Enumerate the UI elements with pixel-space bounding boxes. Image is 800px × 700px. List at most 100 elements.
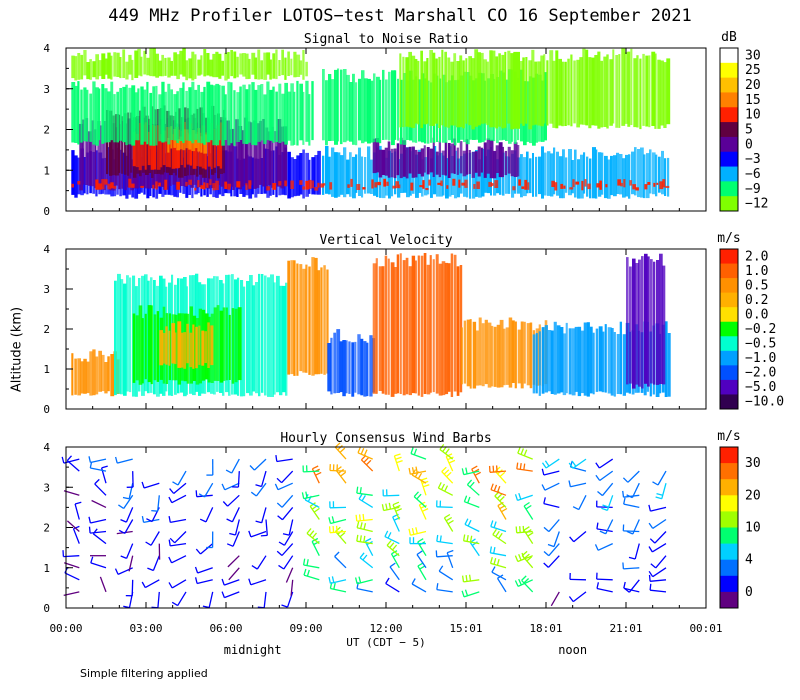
wind-barb <box>63 490 80 496</box>
data-column <box>290 83 294 146</box>
data-column <box>302 91 305 145</box>
data-column <box>468 56 472 126</box>
data-column <box>135 134 140 168</box>
y-tick-label: 4 <box>43 42 50 55</box>
data-column <box>594 55 598 126</box>
wind-barb-flag <box>410 447 414 454</box>
wind-barb-flag <box>337 445 343 451</box>
wind-barb <box>436 506 453 509</box>
data-column <box>601 152 604 195</box>
wind-barb-flag <box>422 508 429 512</box>
data-column <box>508 156 511 194</box>
wind-barb <box>627 470 640 483</box>
data-column <box>317 182 320 188</box>
data-column <box>601 331 605 393</box>
wind-barb-flag <box>411 527 415 535</box>
colorbar-label: 30 <box>745 456 761 471</box>
wind-barb-flag <box>466 534 469 542</box>
data-column <box>575 181 580 185</box>
heatmap-layer <box>71 48 671 199</box>
data-column <box>245 53 249 80</box>
wind-barb <box>208 591 214 608</box>
wind-barb-flag <box>226 518 233 523</box>
data-column <box>206 53 210 76</box>
wind-barb-flag <box>278 541 285 546</box>
data-column <box>438 140 441 178</box>
wind-barb <box>356 579 373 585</box>
data-column <box>132 131 136 167</box>
data-column <box>149 48 153 77</box>
wind-barb-flag <box>493 521 497 528</box>
wind-barb-flag <box>313 507 320 513</box>
data-column <box>586 156 589 197</box>
data-column <box>535 156 538 197</box>
wind-barb-flag <box>360 448 365 455</box>
wind-barb-flag <box>221 591 226 598</box>
data-column <box>534 61 538 125</box>
wind-barb-flag <box>357 446 362 454</box>
wind-barb <box>490 562 507 569</box>
wind-barb <box>171 494 187 504</box>
wind-barb <box>128 483 134 499</box>
data-column <box>95 87 99 146</box>
data-column <box>194 54 197 79</box>
wind-barb <box>171 579 187 589</box>
data-column <box>236 92 241 142</box>
data-column <box>182 82 185 144</box>
data-column <box>424 157 428 196</box>
data-column <box>71 183 74 188</box>
data-column <box>299 60 303 75</box>
x-tick-label: 06:00 <box>209 622 242 635</box>
data-column <box>242 53 246 77</box>
colorbar-frame <box>719 248 739 410</box>
colorbar-label: 10 <box>745 521 761 536</box>
colorbar-swatch <box>720 136 738 153</box>
wind-barb <box>356 492 373 496</box>
wind-barb <box>90 458 107 464</box>
data-column <box>657 59 661 129</box>
wind-barb-flag <box>358 514 361 521</box>
data-column <box>241 130 244 187</box>
data-column <box>186 323 189 364</box>
colorbar-swatch <box>720 527 738 545</box>
wind-barb-flag <box>362 513 365 521</box>
data-column <box>481 323 485 387</box>
data-column <box>227 183 231 190</box>
panel-1: Signal to Noise Ratio01234dB302520151050… <box>43 30 768 218</box>
colorbar-label: 10 <box>745 108 761 123</box>
data-column <box>314 155 319 195</box>
data-column <box>481 148 485 197</box>
wind-barb-flag <box>471 465 478 470</box>
wind-barb <box>330 518 347 525</box>
data-column <box>405 147 409 179</box>
wind-barb-flag <box>120 555 127 560</box>
wind-barb <box>443 517 454 532</box>
colorbar-label: 0.2 <box>745 293 768 308</box>
data-column <box>525 57 528 124</box>
data-column <box>408 146 412 174</box>
colorbar-swatch <box>720 336 738 352</box>
data-column <box>460 327 463 385</box>
wind-barb-flag <box>194 566 199 574</box>
data-column <box>272 183 277 190</box>
data-column <box>210 123 213 170</box>
colorbar-label: 20 <box>745 488 761 503</box>
data-column <box>299 264 303 372</box>
data-column <box>528 60 533 130</box>
data-column <box>621 48 626 126</box>
wind-barb-flag <box>386 540 392 546</box>
wind-barb <box>171 555 187 564</box>
wind-barb <box>386 544 400 557</box>
wind-barb-flag <box>315 471 322 476</box>
wind-barb <box>548 543 560 557</box>
wind-barb <box>94 483 107 496</box>
wind-barb-flag <box>332 525 335 533</box>
wind-barb-flag <box>543 497 546 504</box>
data-column <box>562 149 565 199</box>
wind-barb-flag <box>381 504 385 511</box>
data-column <box>432 52 436 126</box>
wind-barb-flag <box>172 481 179 486</box>
data-column <box>582 48 586 125</box>
wind-barb <box>231 507 240 523</box>
wind-barb-flag <box>499 471 506 478</box>
